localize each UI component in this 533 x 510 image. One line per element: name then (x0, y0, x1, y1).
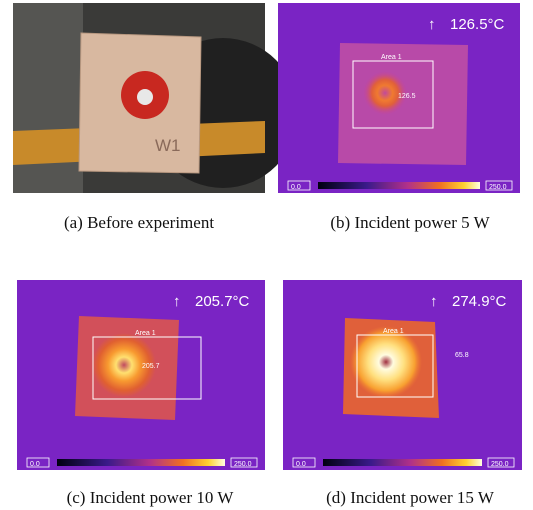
figure: W1 (a) Before experiment Area 1 126.5 ↑ 126.5… (0, 0, 533, 510)
scale-max: 250.0 (234, 461, 252, 468)
scale-min: 0.0 (291, 184, 301, 191)
dot (137, 89, 153, 105)
color-scale (318, 182, 480, 189)
color-scale (323, 459, 482, 466)
scale-max: 250.0 (489, 184, 507, 191)
spot-value: 126.5 (398, 93, 416, 100)
panel: Area 1 205.7 ↑ 205.7°C 0.0 250.0 (17, 280, 265, 470)
scale-min: 0.0 (30, 461, 40, 468)
spot-value: 65.8 (455, 352, 469, 359)
area-label: Area 1 (381, 54, 402, 61)
max-arrow: ↑ (430, 293, 438, 310)
panel: Area 1 65.8 ↑ 274.9°C 0.0 250.0 (283, 280, 522, 470)
max-temp: 126.5°C (450, 16, 505, 33)
panel: Area 1 126.5 ↑ 126.5°C 0.0 250.0 (278, 3, 520, 193)
max-temp: 205.7°C (195, 293, 250, 310)
caption: (c) Incident power 10 W (67, 488, 235, 507)
color-scale (57, 459, 225, 466)
area-label: Area 1 (383, 328, 404, 335)
panel: W1 (13, 3, 298, 193)
area-label: Area 1 (135, 330, 156, 337)
caption: (a) Before experiment (64, 213, 214, 232)
spot-value: 205.7 (142, 363, 160, 370)
hot-spot (350, 326, 422, 398)
caption: (d) Incident power 15 W (326, 488, 495, 507)
max-arrow: ↑ (173, 293, 181, 310)
scale-max: 250.0 (491, 461, 509, 468)
max-arrow: ↑ (428, 16, 436, 33)
scale-min: 0.0 (296, 461, 306, 468)
max-temp: 274.9°C (452, 293, 507, 310)
caption: (b) Incident power 5 W (330, 213, 490, 232)
photo-label: W1 (155, 136, 181, 155)
